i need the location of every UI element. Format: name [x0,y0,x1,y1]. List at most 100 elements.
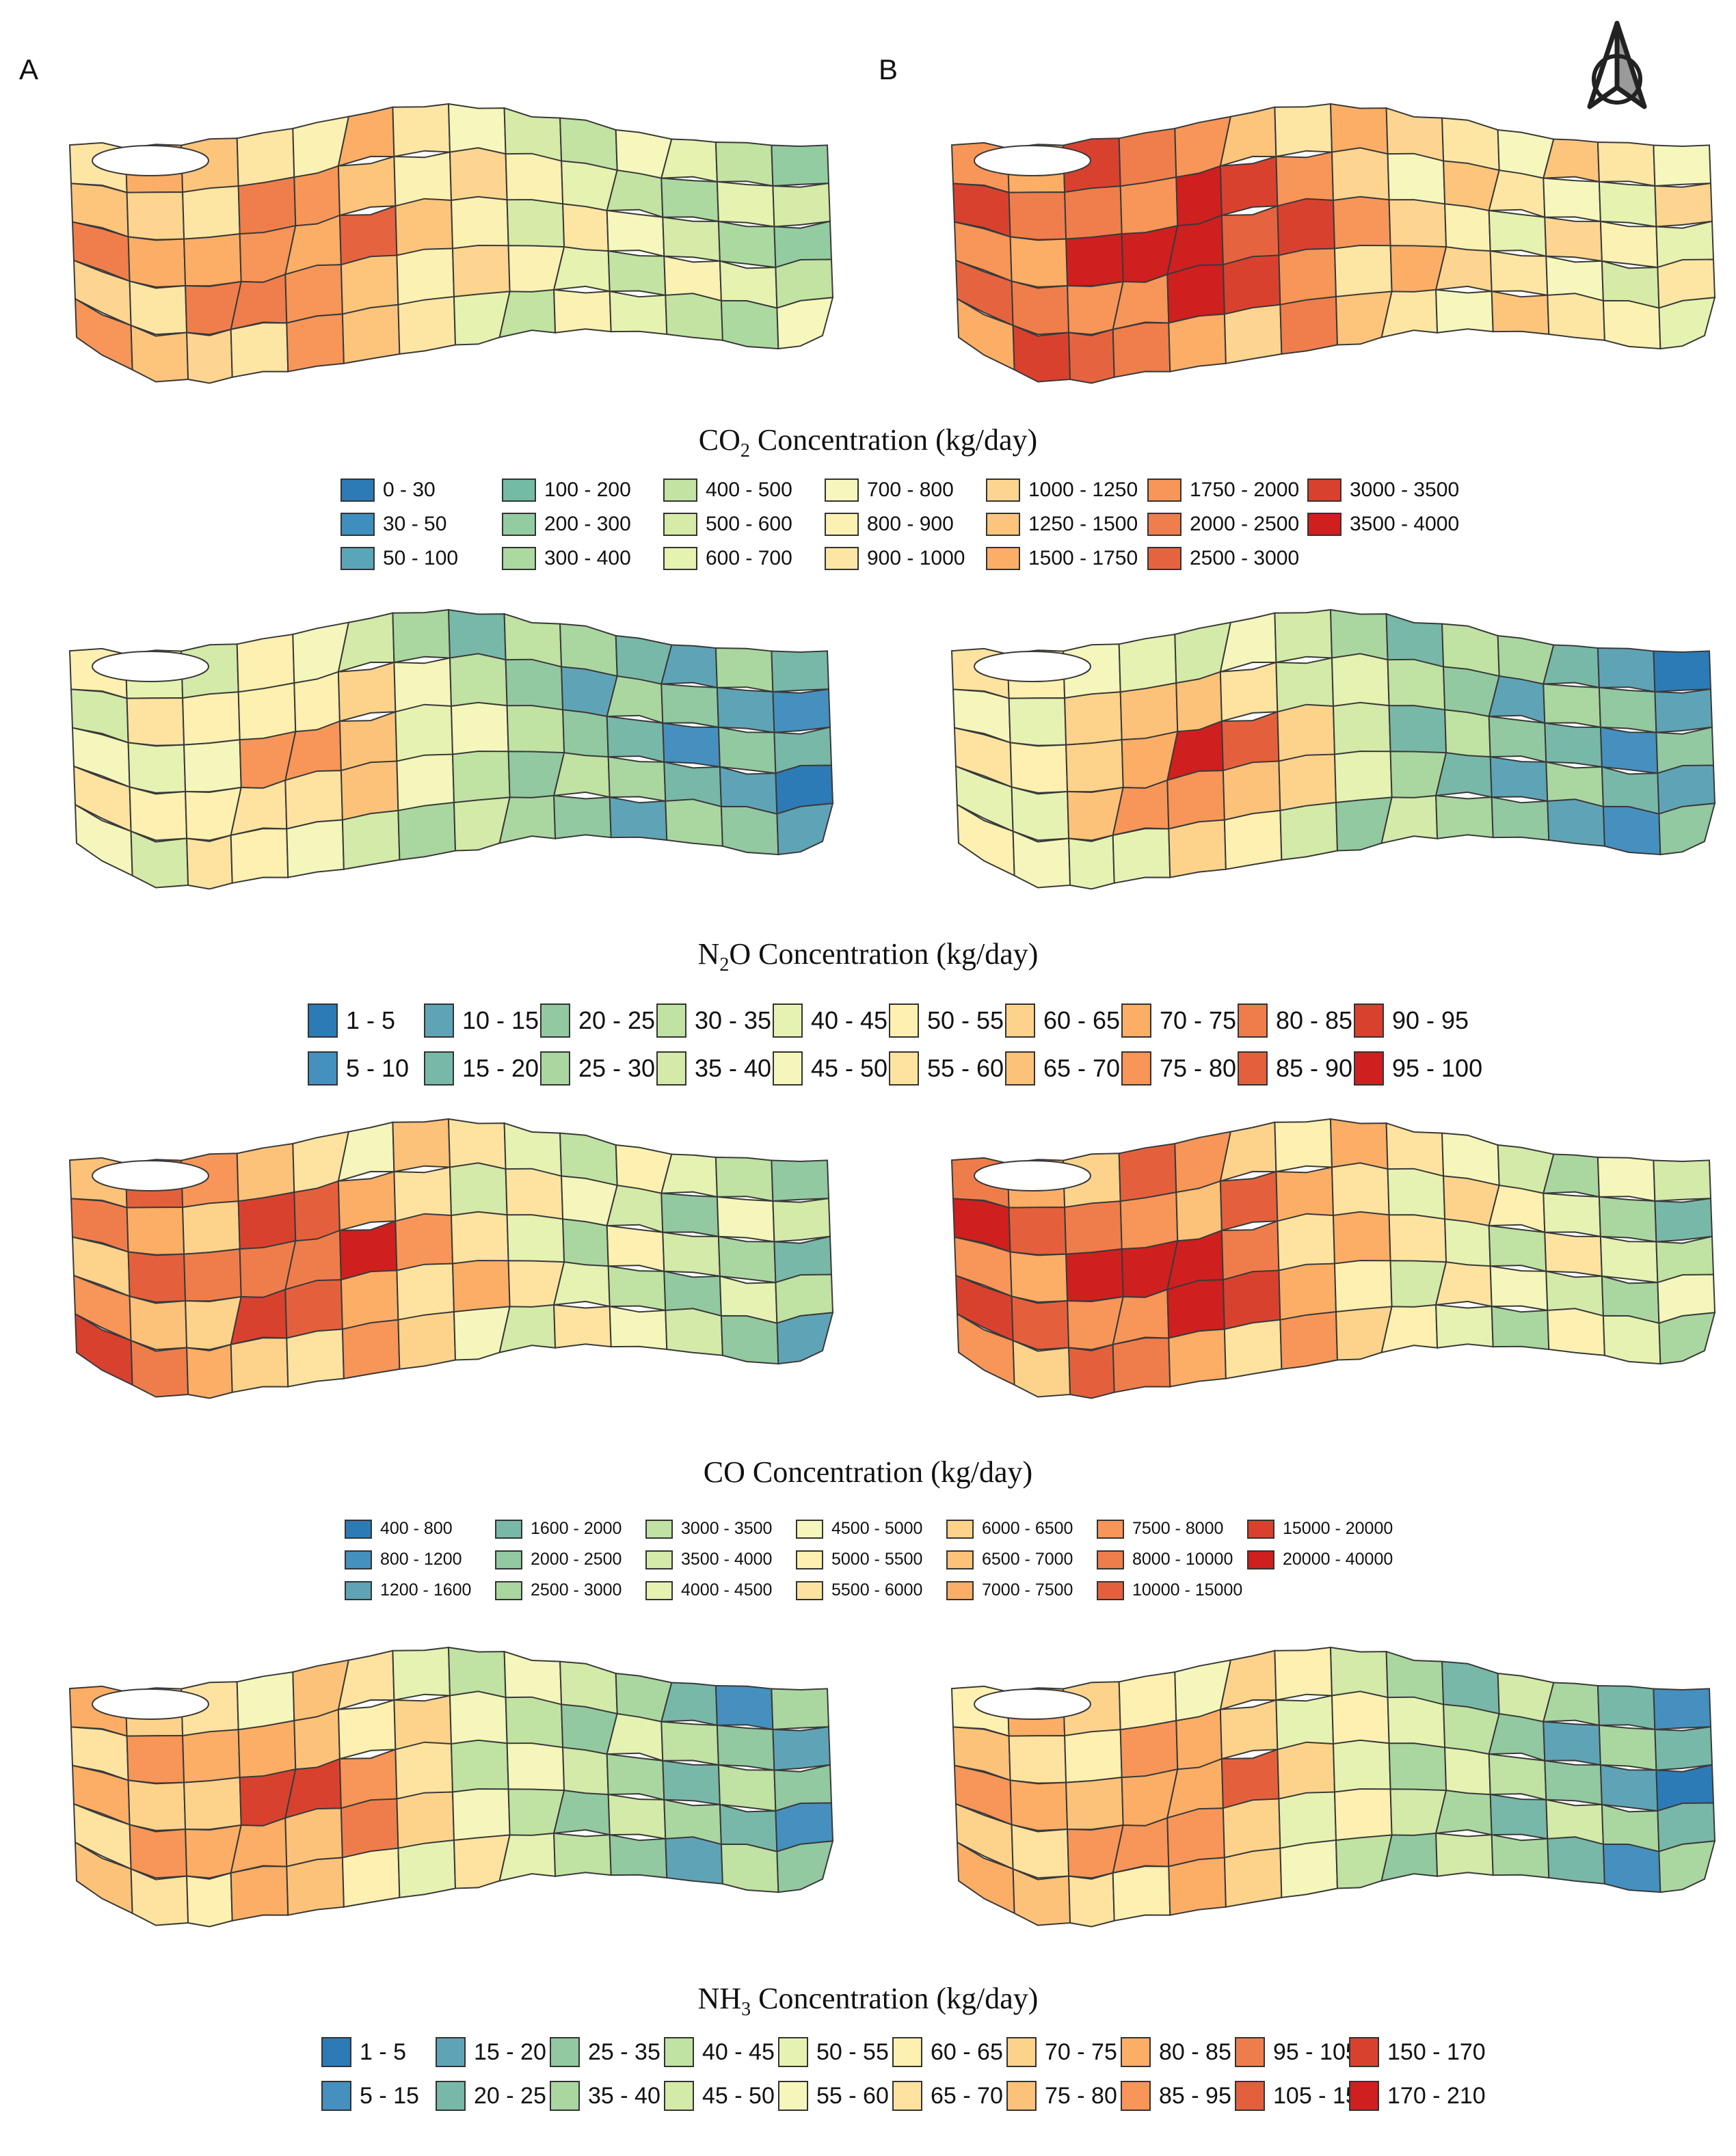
legend-label: 5 - 15 [360,2082,419,2109]
province [397,1310,457,1371]
province [1599,220,1659,269]
legend-swatch [1235,2037,1265,2067]
legend-swatch [778,2037,808,2067]
province [1598,1724,1657,1771]
legend-label: 1000 - 1250 [1028,479,1138,501]
legend-swatch [1121,1003,1151,1038]
legend-label: 4000 - 4500 [681,1580,773,1600]
province [776,803,834,856]
legend-label: 3000 - 3500 [681,1519,773,1538]
province [186,1343,233,1399]
legend-item: 15 - 20 [436,2037,546,2067]
province [1491,1305,1550,1351]
legend-label: 5500 - 6000 [831,1580,923,1600]
legend-label: 30 - 50 [383,513,447,535]
legend-swatch [1147,479,1181,502]
legend-item: 30 - 50 [340,513,446,536]
legend-item: 65 - 70 [892,2081,1003,2111]
province [1118,633,1177,693]
province [1011,280,1070,336]
province [449,147,508,202]
province [1119,176,1179,235]
legend-item: 1 - 5 [321,2037,406,2067]
province [607,755,667,803]
province [1064,185,1123,240]
province [1068,1343,1115,1399]
province [337,1170,397,1232]
legend-swatch [308,1051,338,1086]
province [397,1839,457,1899]
province [1435,1832,1494,1877]
legend-item: 100 - 200 [502,479,631,502]
legend-item: 50 - 100 [340,547,458,570]
province [1597,647,1656,693]
legend-label: 100 - 200 [544,479,631,501]
legend-item: 400 - 800 [345,1519,453,1539]
province [607,250,667,297]
legend-swatch [345,1519,372,1539]
title-nh3: NH3 Concentration (kg/day) [697,1982,1039,2020]
map-nh3-b [930,1639,1736,1960]
province [1544,216,1603,262]
legend-item: 0 - 30 [340,479,436,502]
province [450,196,509,250]
legend-item: 5 - 10 [308,1051,409,1086]
legend-label: 6500 - 7000 [982,1550,1073,1569]
province [1434,1789,1493,1836]
province [1278,1263,1337,1321]
province [1118,127,1177,187]
province [1489,250,1549,297]
province [450,1211,509,1265]
legend-swatch [946,1519,974,1539]
province [716,1724,775,1771]
province [186,834,233,890]
legend-swatch [1097,1550,1124,1569]
province [776,297,834,350]
province [720,805,779,856]
legend-label: 3000 - 3500 [1350,479,1460,501]
panel-label-b: B [879,53,898,85]
legend-item: 1250 - 1500 [986,513,1138,536]
province [1653,1688,1712,1731]
province [395,1741,454,1800]
legend-item: 500 - 600 [663,513,792,536]
legend-swatch [889,1051,919,1086]
legend-swatch [424,1003,454,1038]
province [1068,1872,1115,1928]
legend-swatch [340,547,375,570]
province [606,1712,664,1762]
legend-item: 700 - 800 [825,479,954,502]
legend-item: 1000 - 1250 [986,479,1138,502]
province [1275,1166,1335,1222]
legend-label: 95 - 100 [1392,1054,1483,1082]
legend-label: 400 - 500 [706,479,792,501]
province [451,1788,511,1842]
legend-swatch [308,1003,338,1038]
province [1434,751,1493,798]
province [1489,755,1549,803]
legend-swatch [778,2081,808,2111]
province [1387,1696,1446,1749]
legend-item: 55 - 60 [889,1051,1004,1086]
legend-label: 1 - 5 [360,2038,407,2065]
legend-swatch [1097,1519,1124,1539]
legend-label: 2500 - 3000 [1190,547,1300,569]
province [662,1760,721,1806]
province [1223,809,1283,870]
legend-item: 1 - 5 [308,1003,395,1038]
province [451,750,511,804]
province [552,751,611,798]
legend-item: 95 - 100 [1354,1051,1482,1086]
legend-swatch [1005,1003,1035,1038]
province [505,658,564,711]
province [1654,688,1713,733]
legend-item: 2000 - 2500 [1147,513,1299,536]
legend-item: 5000 - 5500 [796,1550,922,1569]
province [1542,138,1600,183]
province [1119,1719,1179,1779]
province [1011,1295,1070,1351]
title-n2o: N2O Concentration (kg/day) [697,937,1039,975]
province [1168,819,1227,878]
legend-item: 1600 - 2000 [495,1519,622,1539]
province [396,247,455,306]
